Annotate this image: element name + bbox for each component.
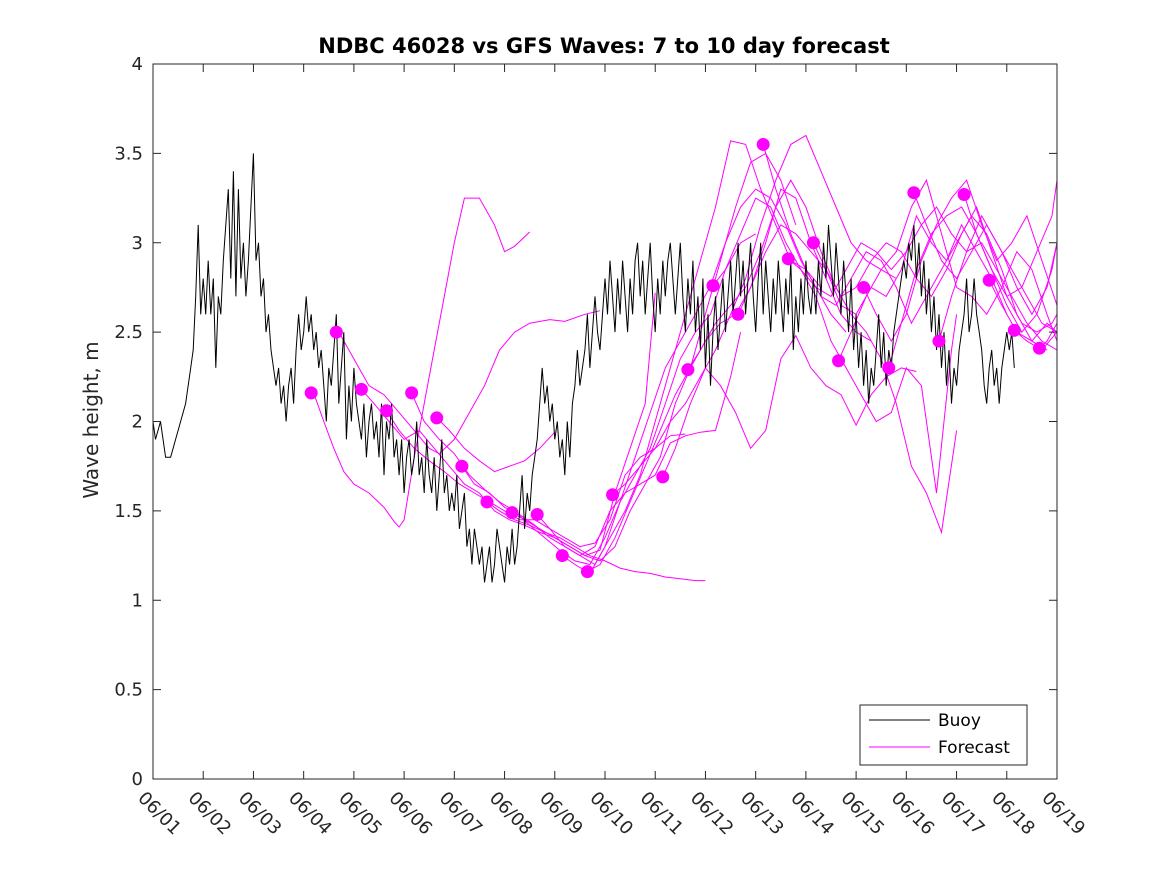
x-tick-label: 06/02 bbox=[184, 788, 236, 840]
forecast-line bbox=[812, 205, 1058, 333]
forecast-marker bbox=[505, 506, 519, 520]
forecast-line bbox=[562, 188, 847, 575]
x-tick-label: 06/12 bbox=[686, 788, 738, 840]
forecast-line bbox=[762, 144, 1048, 351]
forecast-line bbox=[963, 180, 1058, 298]
forecast-marker bbox=[882, 361, 896, 375]
forecast-marker bbox=[329, 325, 343, 339]
x-tick-label: 06/13 bbox=[736, 788, 788, 840]
buoy-line bbox=[152, 153, 1015, 583]
forecast-marker bbox=[781, 252, 795, 266]
forecast-marker bbox=[580, 565, 594, 579]
forecast-marker bbox=[806, 236, 820, 250]
x-tick-label: 06/06 bbox=[385, 788, 437, 840]
x-tick-label: 06/07 bbox=[435, 788, 487, 840]
y-tick-label: 2 bbox=[132, 412, 143, 433]
forecast-marker bbox=[304, 386, 318, 400]
forecast-marker bbox=[1007, 323, 1021, 337]
axes-box bbox=[152, 63, 1058, 780]
forecast-line bbox=[662, 334, 917, 478]
forecast-line bbox=[461, 331, 742, 557]
y-tick-label: 2.5 bbox=[114, 322, 143, 343]
x-tick-label: 06/03 bbox=[234, 788, 286, 840]
x-tick-label: 06/04 bbox=[284, 788, 336, 840]
x-tick-label: 06/18 bbox=[987, 788, 1039, 840]
forecast-marker bbox=[430, 411, 444, 425]
forecast-marker bbox=[455, 459, 469, 473]
forecast-marker bbox=[756, 137, 770, 151]
y-tick-label: 0 bbox=[132, 769, 143, 790]
forecast-marker bbox=[656, 470, 670, 484]
x-tick-label: 06/17 bbox=[937, 788, 989, 840]
legend-box bbox=[859, 704, 1028, 766]
forecast-marker bbox=[405, 386, 419, 400]
chart-title: NDBC 46028 vs GFS Waves: 7 to 10 day for… bbox=[318, 34, 889, 58]
y-tick-label: 0.5 bbox=[114, 680, 143, 701]
forecast-marker bbox=[731, 307, 745, 321]
legend-buoy-label: Buoy bbox=[938, 711, 981, 731]
y-tick-label: 3.5 bbox=[114, 143, 143, 164]
forecast-line bbox=[436, 417, 556, 473]
forecast-marker bbox=[832, 354, 846, 368]
forecast-marker bbox=[606, 488, 620, 502]
x-tick-label: 06/01 bbox=[133, 788, 185, 840]
x-tick-label: 06/15 bbox=[837, 788, 889, 840]
forecast-marker bbox=[555, 549, 569, 563]
legend: Buoy Forecast bbox=[859, 704, 1028, 766]
x-tick-label: 06/10 bbox=[585, 788, 637, 840]
y-tick-label: 4 bbox=[132, 54, 143, 75]
legend-forecast-label: Forecast bbox=[938, 738, 1010, 758]
forecast-line bbox=[313, 197, 531, 528]
forecast-line bbox=[938, 214, 1058, 342]
plot-area bbox=[152, 134, 1058, 583]
y-tick-label: 3 bbox=[132, 233, 143, 254]
forecast-marker bbox=[681, 363, 695, 377]
forecast-line bbox=[536, 140, 822, 566]
forecast-line bbox=[511, 152, 797, 562]
x-tick-label: 06/09 bbox=[535, 788, 587, 840]
x-tick-label: 06/05 bbox=[334, 788, 386, 840]
forecast-marker bbox=[982, 273, 996, 287]
forecast-line bbox=[587, 188, 872, 573]
forecast-line bbox=[988, 280, 1058, 342]
forecast-marker bbox=[907, 186, 921, 200]
y-tick-label: 1.5 bbox=[114, 501, 143, 522]
forecast-marker bbox=[1032, 341, 1046, 355]
forecast-marker bbox=[706, 279, 720, 293]
forecast-marker bbox=[530, 507, 544, 521]
forecast-line bbox=[612, 134, 897, 496]
forecast-line bbox=[787, 206, 1058, 351]
x-tick-label: 06/19 bbox=[1037, 788, 1089, 840]
x-tick-label: 06/08 bbox=[485, 788, 537, 840]
x-tick-label: 06/16 bbox=[887, 788, 939, 840]
x-tick-label: 06/14 bbox=[786, 788, 838, 840]
x-tick-label: 06/11 bbox=[636, 788, 688, 840]
y-tick-label: 1 bbox=[132, 590, 143, 611]
forecast-line bbox=[838, 178, 1058, 361]
forecast-marker bbox=[957, 187, 971, 201]
forecast-marker bbox=[354, 382, 368, 396]
forecast-line bbox=[687, 179, 958, 535]
forecast-line bbox=[712, 197, 958, 494]
forecast-marker bbox=[480, 495, 494, 509]
forecast-marker bbox=[932, 334, 946, 348]
y-axis-label: Wave height, m bbox=[79, 341, 103, 498]
forecast-marker bbox=[380, 404, 394, 418]
forecast-line bbox=[863, 179, 1058, 343]
forecast-marker bbox=[857, 280, 871, 294]
forecast-line bbox=[338, 310, 601, 455]
